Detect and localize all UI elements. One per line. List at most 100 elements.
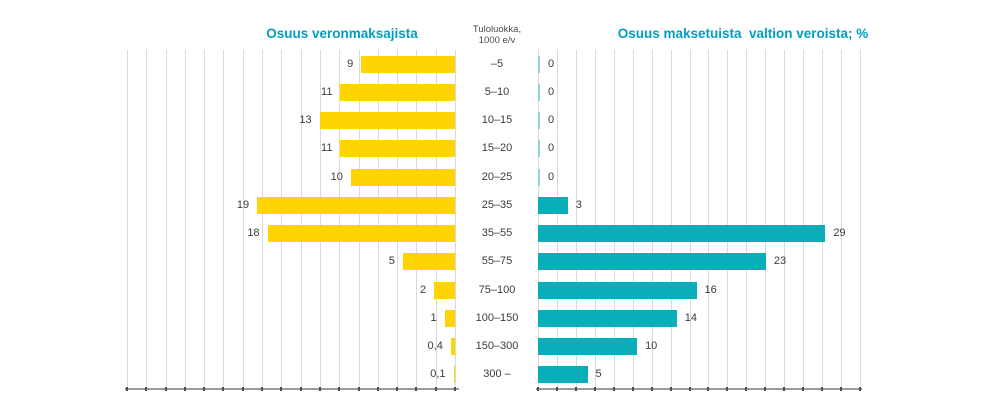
taxpayers-bar (267, 225, 455, 243)
right-axis-tick (840, 387, 843, 391)
right-gridline (727, 50, 729, 389)
right-gridline (841, 50, 843, 389)
left-axis-tick (299, 387, 302, 391)
income-class-label: 25–35 (481, 198, 513, 211)
income-class-label: 300 – (483, 368, 511, 381)
left-gridline (435, 50, 437, 389)
taxes-value-label: 0 (548, 114, 555, 127)
left-gridline (455, 50, 456, 389)
taxes-bar (538, 338, 638, 356)
left-gridline (339, 50, 341, 389)
right-gridline (803, 50, 805, 389)
income-class-header-line2: 1000 e/v (478, 35, 516, 46)
left-axis-tick (203, 387, 206, 391)
right-axis-tick (631, 387, 634, 391)
right-axis-tick (688, 387, 691, 391)
right-gridline (746, 50, 748, 389)
income-class-label: 20–25 (481, 170, 513, 183)
taxes-value-label: 10 (645, 340, 658, 353)
right-gridline (575, 50, 577, 389)
left-gridline (127, 50, 128, 389)
left-chart-title: Osuus veronmaksajista (266, 26, 418, 41)
right-axis-tick (593, 387, 596, 391)
taxpayers-value-label: 13 (299, 114, 312, 127)
right-gridline (689, 50, 691, 389)
income-class-label: 55–75 (481, 255, 513, 268)
right-axis-tick (745, 387, 748, 391)
right-axis-tick (802, 387, 805, 391)
income-class-label: 100–150 (475, 311, 519, 324)
taxpayers-bar (340, 83, 455, 101)
taxpayers-value-label: 2 (420, 283, 427, 296)
right-gridline (708, 50, 710, 389)
right-axis-tick (707, 387, 710, 391)
taxpayers-value-label: 0,4 (427, 340, 443, 353)
taxpayers-value-label: 11 (321, 85, 333, 98)
income-class-header-line1: Tuloluokka, (472, 24, 522, 35)
taxpayers-bar (402, 253, 455, 271)
taxes-bar (538, 253, 766, 271)
right-gridline (632, 50, 634, 389)
income-class-label: 75–100 (478, 283, 516, 296)
income-class-label: 35–55 (481, 227, 513, 240)
right-gridline (784, 50, 786, 389)
taxpayers-bar (444, 309, 455, 327)
taxpayers-bar (257, 196, 455, 214)
taxpayers-value-label: 9 (347, 57, 354, 70)
left-gridline (204, 50, 206, 389)
taxes-bar (538, 225, 826, 243)
left-gridline (416, 50, 418, 389)
right-gridline (765, 50, 767, 389)
left-axis-tick (126, 387, 128, 391)
right-axis-tick (650, 387, 653, 391)
right-axis-tick (821, 387, 824, 391)
taxes-value-label: 14 (684, 311, 697, 324)
right-chart-title: Osuus maksetuista valtion veroista; % (617, 26, 869, 41)
taxpayers-value-label: 18 (247, 227, 260, 240)
right-gridline (613, 50, 615, 389)
taxes-bar (538, 83, 540, 101)
right-axis-tick (555, 387, 558, 391)
right-gridline (594, 50, 596, 389)
taxpayers-bar (340, 140, 455, 158)
taxes-value-label: 23 (773, 255, 787, 268)
right-axis-tick (764, 387, 767, 391)
left-axis-baseline (125, 388, 459, 390)
right-axis-tick (726, 387, 729, 391)
taxes-value-label: 0 (548, 85, 555, 98)
taxes-bar (538, 281, 697, 299)
left-gridline (184, 50, 186, 389)
right-gridline (651, 50, 653, 389)
left-axis-tick (434, 387, 437, 391)
left-axis-tick (280, 387, 283, 391)
left-gridline (377, 50, 379, 389)
left-axis-tick (241, 387, 244, 391)
taxpayers-value-label: 0,1 (430, 368, 446, 381)
income-class-label: 10–15 (481, 114, 513, 127)
taxpayers-bar (361, 55, 455, 73)
left-axis-tick (222, 387, 225, 391)
left-axis-tick (338, 387, 341, 391)
left-axis-tick (183, 387, 186, 391)
left-gridline (281, 50, 283, 389)
left-axis-tick (376, 387, 379, 391)
right-axis-tick (669, 387, 672, 391)
right-gridline (556, 50, 558, 389)
right-axis-tick (612, 387, 615, 391)
right-axis-tick (783, 387, 786, 391)
taxpayers-value-label: 19 (236, 198, 250, 211)
taxpayers-value-label: 11 (321, 142, 333, 155)
taxes-bar (538, 55, 540, 73)
taxpayers-value-label: 1 (430, 311, 437, 324)
taxes-value-label: 0 (548, 142, 555, 155)
right-axis-baseline (536, 388, 862, 390)
left-axis-tick (164, 387, 167, 391)
left-gridline (319, 50, 321, 389)
taxes-bar (538, 140, 540, 158)
right-gridline (670, 50, 672, 389)
right-axis-tick (537, 387, 539, 391)
left-gridline (242, 50, 244, 389)
left-gridline (358, 50, 360, 389)
taxes-value-label: 5 (595, 368, 602, 381)
